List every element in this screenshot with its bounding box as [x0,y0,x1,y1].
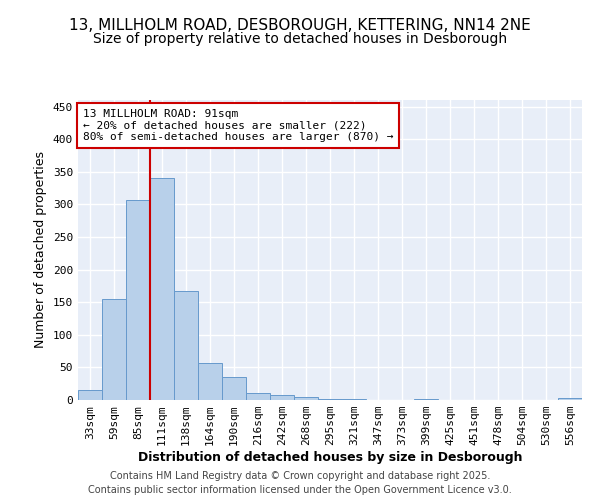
Y-axis label: Number of detached properties: Number of detached properties [34,152,47,348]
Text: Contains public sector information licensed under the Open Government Licence v3: Contains public sector information licen… [88,485,512,495]
Bar [198,364,222,400]
Bar [126,200,150,400]
Bar [222,377,246,400]
Text: 13, MILLHOLM ROAD, DESBOROUGH, KETTERING, NN14 2NE: 13, MILLHOLM ROAD, DESBOROUGH, KETTERING… [69,18,531,32]
Text: Size of property relative to detached houses in Desborough: Size of property relative to detached ho… [93,32,507,46]
Bar [414,398,438,400]
Text: Contains HM Land Registry data © Crown copyright and database right 2025.: Contains HM Land Registry data © Crown c… [110,471,490,481]
Bar [246,394,270,400]
Bar [78,390,102,400]
X-axis label: Distribution of detached houses by size in Desborough: Distribution of detached houses by size … [138,451,522,464]
Bar [174,291,198,400]
Bar [318,398,342,400]
Bar [558,398,582,400]
Text: 13 MILLHOLM ROAD: 91sqm
← 20% of detached houses are smaller (222)
80% of semi-d: 13 MILLHOLM ROAD: 91sqm ← 20% of detache… [83,109,394,142]
Bar [294,398,318,400]
Bar [270,395,294,400]
Bar [150,178,174,400]
Bar [102,299,126,400]
